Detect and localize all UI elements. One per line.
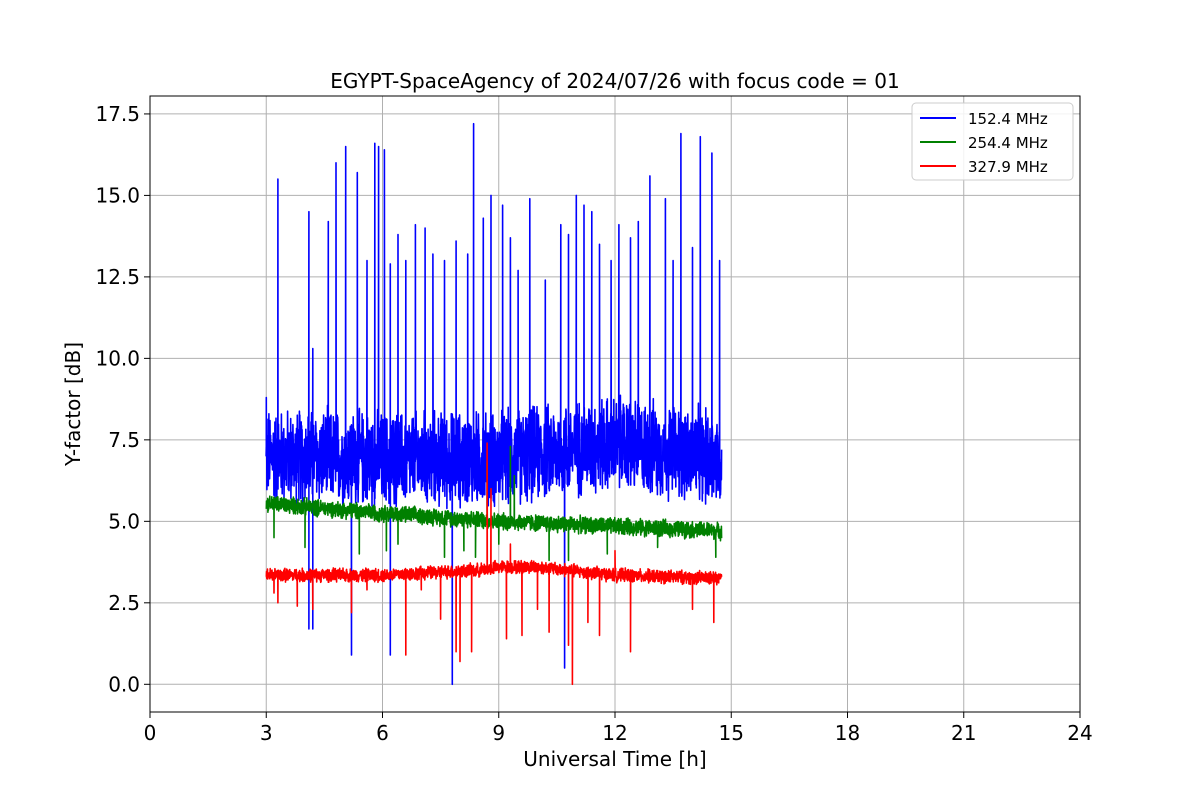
legend-label: 254.4 MHz [968,134,1048,152]
legend-label: 327.9 MHz [968,158,1048,176]
x-tick-label: 12 [602,721,627,745]
x-tick-label: 0 [144,721,157,745]
grid [149,96,1081,712]
x-tick-label: 3 [260,721,273,745]
y-tick-label: 5.0 [108,509,140,533]
x-tick-label: 6 [376,721,389,745]
x-tick-label: 24 [1067,721,1092,745]
y-axis-label: Y-factor [dB] [61,342,85,467]
series-line-2 [265,445,723,562]
x-axis: 0 3 6 9 12 15 18 21 24 [144,712,1093,745]
legend: 152.4 MHz 254.4 MHz 327.9 MHz [911,102,1074,181]
x-tick-label: 15 [719,721,744,745]
y-tick-label: 0.0 [108,672,140,696]
y-tick-label: 10.0 [95,346,140,370]
legend-label: 152.4 MHz [968,110,1048,128]
x-tick-label: 21 [951,721,976,745]
series-line-3 [265,442,723,686]
y-tick-label: 17.5 [95,102,140,126]
x-tick-label: 18 [835,721,860,745]
y-tick-label: 7.5 [108,428,140,452]
y-tick-label: 2.5 [108,591,140,615]
x-axis-label: Universal Time [h] [523,747,706,771]
y-tick-label: 12.5 [95,265,140,289]
series-line-1 [265,122,723,686]
series-group [265,122,723,686]
x-tick-label: 9 [492,721,505,745]
legend-box [911,102,1074,181]
y-axis: 0.0 2.5 5.0 7.5 10.0 12.5 15.0 17.5 [95,102,150,696]
chart-title: EGYPT-SpaceAgency of 2024/07/26 with foc… [330,69,899,93]
y-tick-label: 15.0 [95,183,140,207]
